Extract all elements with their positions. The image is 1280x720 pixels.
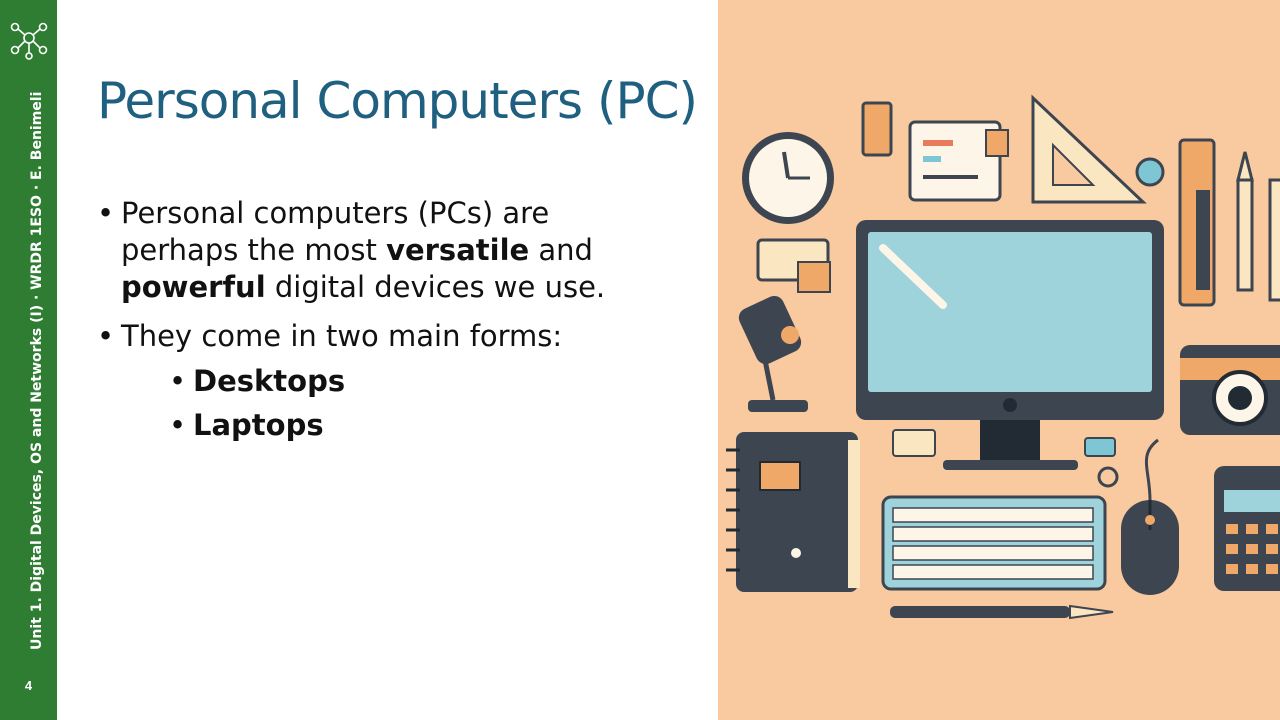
camera-icon — [1180, 345, 1280, 435]
page-number: 4 — [24, 678, 33, 693]
bullet-two-forms: They come in two main forms: Desktops La… — [97, 318, 657, 444]
mouse-icon — [1121, 438, 1179, 595]
bullet-bold-versatile: versatile — [386, 233, 530, 267]
devices-illustration-svg — [726, 94, 1280, 620]
sidebar: Unit 1. Digital Devices, OS and Networks… — [0, 0, 57, 720]
bullet-text-part: Personal computers (PCs) are perhaps the… — [121, 196, 550, 267]
pencil-icon — [1236, 151, 1280, 302]
note-card-icon — [908, 120, 1009, 202]
slide-title: Personal Computers (PC) — [97, 72, 698, 130]
bullet-pc-versatile: Personal computers (PCs) are perhaps the… — [97, 195, 657, 306]
calculator-icon — [1214, 466, 1280, 591]
clock-icon — [742, 132, 834, 224]
sidebar-course-label: Unit 1. Digital Devices, OS and Networks… — [29, 91, 45, 650]
bullet-bold-powerful: powerful — [121, 270, 266, 304]
location-pin-icon — [1135, 157, 1165, 187]
label-card-icon — [756, 238, 831, 293]
slide-body: Personal computers (PCs) are perhaps the… — [97, 195, 657, 456]
notebook-icon — [726, 432, 860, 592]
bullet-text: They come in two main forms: — [121, 319, 563, 353]
sticky-note-icon — [861, 101, 893, 157]
keyboard-icon — [881, 495, 1107, 591]
bullet-text-part: digital devices we use. — [265, 270, 606, 304]
sub-bullet-laptops: Laptops — [169, 407, 657, 444]
bullet-text-part: and — [529, 233, 593, 267]
small-card-icon — [892, 429, 1119, 488]
pen-icon — [890, 604, 1114, 620]
ruler-icon — [1178, 138, 1216, 307]
devices-illustration — [718, 0, 1280, 720]
desk-lamp-icon — [738, 295, 808, 412]
desktop-monitor-icon — [856, 220, 1164, 470]
network-logo-icon — [10, 22, 48, 60]
set-square-icon — [1031, 94, 1147, 204]
sub-bullet-desktops: Desktops — [169, 363, 657, 400]
